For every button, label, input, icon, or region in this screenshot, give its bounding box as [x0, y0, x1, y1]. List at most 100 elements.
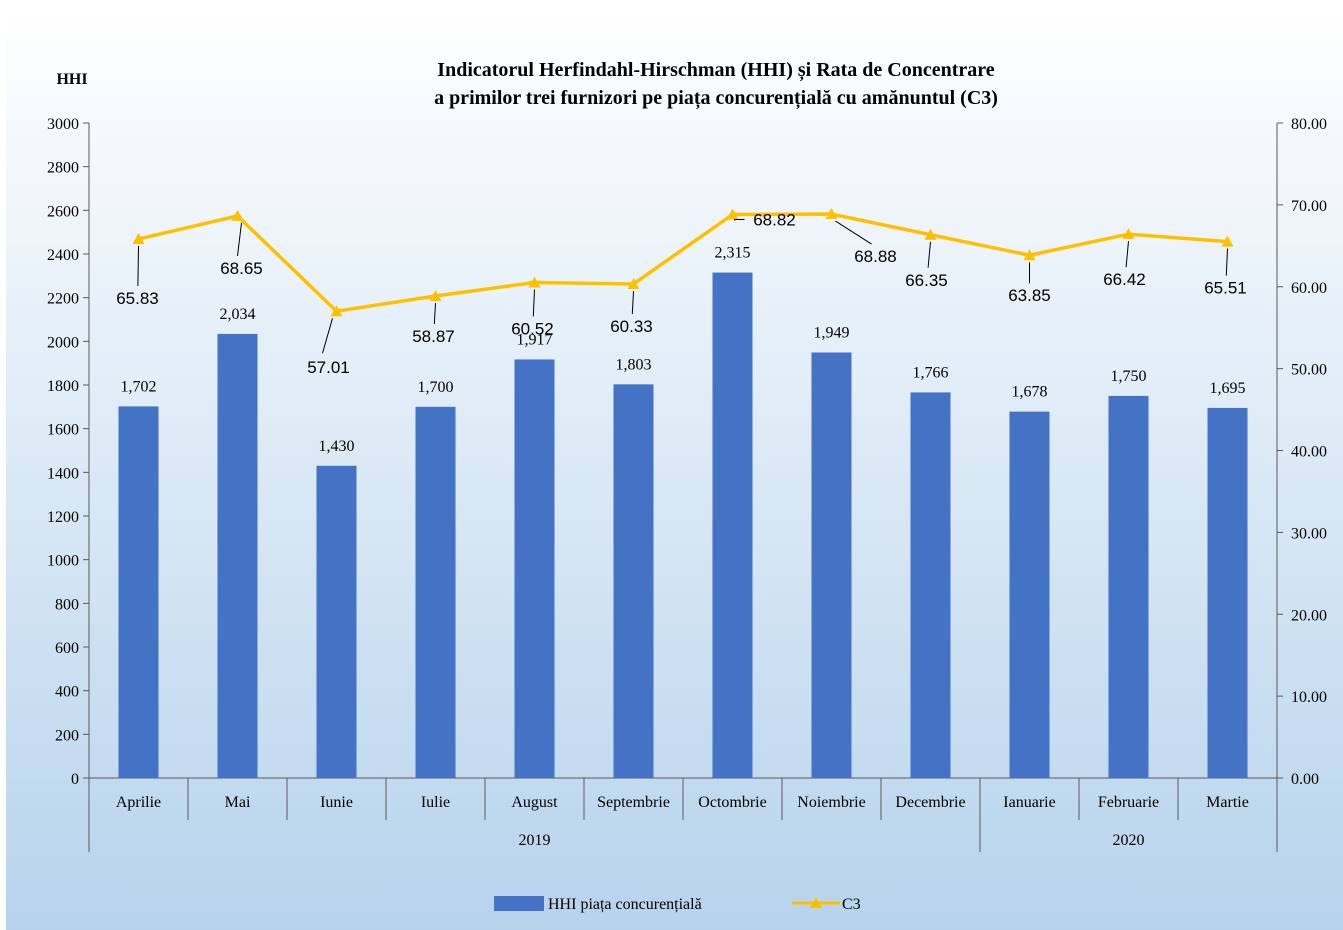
right-axis-tick-label: 30.00	[1291, 525, 1327, 542]
left-axis-tick-label: 800	[55, 596, 79, 613]
c3-data-label: 68.65	[220, 259, 263, 278]
legend-label-c3: C3	[842, 896, 861, 913]
hhi-bar	[316, 465, 357, 778]
c3-marker	[1221, 235, 1234, 247]
c3-data-label: 57.01	[307, 358, 350, 377]
hhi-bar	[613, 384, 654, 778]
legend-label-hhi: HHI piața concurențială	[548, 896, 702, 913]
hhi-bar	[1009, 411, 1050, 778]
c3-data-label: 66.42	[1103, 270, 1146, 289]
category-label: Martie	[1206, 794, 1249, 811]
c3-data-label: 68.88	[854, 247, 897, 266]
hhi-bar-data-label: 1,750	[1111, 368, 1147, 385]
category-label: Aprilie	[116, 794, 161, 811]
hhi-bar	[514, 359, 555, 778]
c3-leader-line	[631, 291, 634, 315]
right-axis-tick-label: 80.00	[1291, 116, 1327, 133]
c3-leader-line	[1125, 241, 1129, 268]
c3-data-label: 65.83	[116, 289, 159, 308]
c3-marker	[429, 290, 442, 302]
y-axis-label: HHI	[56, 71, 87, 88]
category-label: Decembrie	[895, 794, 965, 811]
left-axis-tick-label: 2400	[47, 247, 79, 264]
c3-data-label: 68.82	[753, 211, 796, 230]
right-axis-tick-label: 60.00	[1291, 280, 1327, 297]
hhi-bar-data-label: 1,949	[814, 324, 850, 341]
c3-marker	[1023, 249, 1036, 261]
c3-leader-line	[433, 302, 436, 325]
left-axis-tick-label: 1000	[47, 553, 79, 570]
legend-bar-swatch	[494, 896, 544, 911]
hhi-bar-data-label: 1,702	[121, 378, 157, 395]
hhi-bar	[118, 406, 159, 778]
category-label: Octombrie	[698, 794, 766, 811]
c3-line	[138, 212, 1228, 313]
left-axis-tick-label: 1400	[47, 465, 79, 482]
c3-leader-line	[532, 289, 535, 317]
right-axis-tick-label: 20.00	[1291, 607, 1327, 624]
hhi-bar-data-label: 1,700	[418, 379, 454, 396]
hhi-bar	[415, 406, 456, 778]
category-label: Ianuarie	[1003, 794, 1055, 811]
hhi-bar	[712, 272, 753, 778]
category-label: August	[511, 794, 558, 811]
c3-data-label: 63.85	[1008, 286, 1051, 305]
right-axis-tick-label: 0.00	[1291, 771, 1319, 788]
c3-marker	[528, 276, 541, 288]
left-axis-tick-label: 200	[55, 727, 79, 744]
c3-leader-line	[927, 241, 931, 268]
c3-marker	[627, 278, 640, 290]
hhi-bar-data-label: 2,315	[715, 245, 751, 262]
right-axis-tick-label: 10.00	[1291, 689, 1327, 706]
c3-marker	[132, 233, 145, 245]
hhi-bar	[1207, 407, 1248, 778]
c3-leader-line	[835, 220, 872, 245]
left-axis-tick-label: 2600	[47, 203, 79, 220]
hhi-bar	[1108, 395, 1149, 778]
c3-marker	[825, 208, 838, 220]
legend: HHI piața concurențială C3	[494, 896, 861, 913]
hhi-bar-data-label: 1,430	[319, 438, 355, 455]
year-group-label: 2020	[1113, 832, 1145, 849]
left-axis-tick-label: 1800	[47, 378, 79, 395]
hhi-bar	[811, 352, 852, 778]
chart-title-line2: a primilor trei furnizori pe piața concu…	[434, 87, 998, 110]
c3-leader-line	[322, 318, 333, 354]
hhi-bar-data-label: 1,917	[517, 331, 553, 348]
category-label: Iulie	[421, 794, 450, 811]
hhi-bar	[217, 333, 258, 778]
right-axis-tick-label: 40.00	[1291, 444, 1327, 461]
hhi-bar-data-label: 1,695	[1210, 380, 1246, 397]
left-axis-tick-label: 0	[71, 771, 79, 788]
c3-data-label: 60.33	[610, 317, 653, 336]
c3-leader-line	[137, 246, 139, 287]
c3-marker	[330, 305, 343, 317]
c3-leader-line	[237, 222, 242, 256]
hhi-bar-data-label: 1,678	[1012, 384, 1048, 401]
category-label: Iunie	[320, 794, 353, 811]
c3-data-label: 58.87	[412, 327, 455, 346]
category-label: Septembrie	[597, 794, 670, 811]
chart-title-line1: Indicatorul Herfindahl-Hirschman (HHI) ș…	[437, 59, 995, 82]
year-group-label: 2019	[519, 832, 551, 849]
category-label: Mai	[225, 794, 251, 811]
left-axis-tick-label: 3000	[47, 116, 79, 133]
left-axis-tick-label: 400	[55, 684, 79, 701]
hhi-bar-data-label: 1,803	[616, 356, 652, 373]
right-axis-tick-label: 70.00	[1291, 198, 1327, 215]
left-axis-tick-label: 2200	[47, 291, 79, 308]
category-label: Noiembrie	[797, 794, 865, 811]
hhi-bar-data-label: 1,766	[913, 364, 949, 381]
c3-leader-line	[1225, 248, 1228, 276]
left-axis-tick-label: 2000	[47, 334, 79, 351]
c3-marker	[924, 228, 937, 240]
c3-leader-line	[734, 219, 745, 221]
c3-marker	[1122, 228, 1135, 240]
c3-data-label: 66.35	[905, 271, 948, 290]
c3-data-label: 60.52	[511, 319, 554, 338]
category-label: Februarie	[1098, 794, 1159, 811]
left-axis-tick-label: 600	[55, 640, 79, 657]
left-axis-tick-label: 2800	[47, 160, 79, 177]
